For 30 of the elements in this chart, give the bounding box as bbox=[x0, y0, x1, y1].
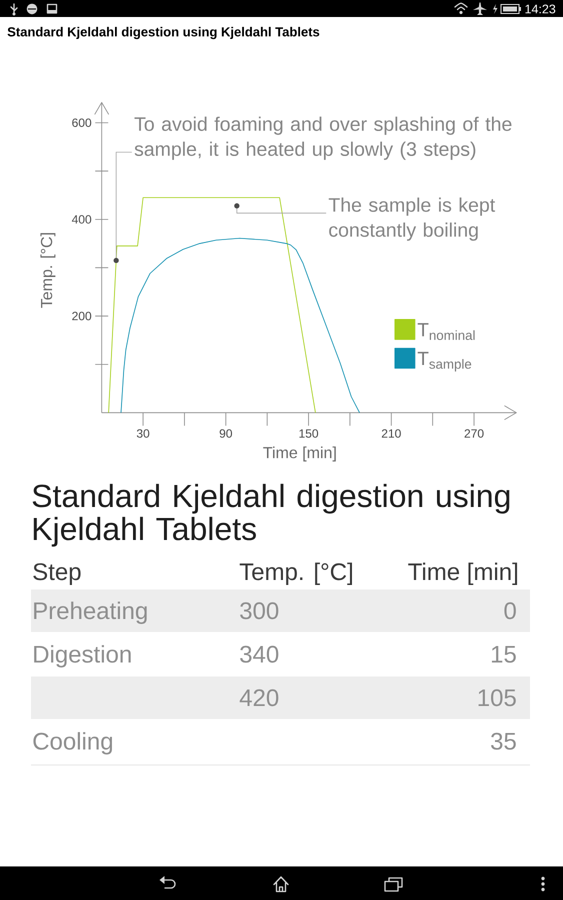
text: Standard Kjeldahl digestion using Kjeldahl Tablets bbox=[32, 484, 510, 547]
legend-label: T$_{nominal}$ bbox=[418, 323, 475, 340]
text: Digestion bbox=[34, 645, 131, 668]
legend-label: T$_{sample}$ bbox=[418, 352, 472, 372]
y-axis-title: Temp. [°C] bbox=[40, 233, 56, 308]
x-tick-label: 30 bbox=[136, 429, 150, 438]
data-label: 340 bbox=[240, 646, 278, 663]
x-tick-label: 150 bbox=[299, 429, 318, 438]
annotation: The sample is kept constantly boiling bbox=[328, 198, 496, 241]
legend-title: Step bbox=[33, 563, 81, 585]
chart-title: Standard Kjeldahl digestion using Kjeldahl Tablets bbox=[8, 26, 320, 40]
x-tick-label: 270 bbox=[464, 429, 484, 438]
series-label: Preheating bbox=[34, 602, 147, 624]
x-axis-title: Time [min] bbox=[263, 446, 336, 462]
data-label: 300 bbox=[240, 602, 278, 620]
data-label: 15 bbox=[492, 646, 516, 663]
y-tick-label: 200 bbox=[72, 312, 92, 320]
data-label: 35 bbox=[491, 732, 516, 750]
y-tick-label: 600 bbox=[72, 118, 92, 127]
y-tick-label: 400 bbox=[72, 215, 92, 224]
category-label: Time [min] bbox=[408, 562, 518, 585]
x-tick-label: 90 bbox=[220, 429, 232, 438]
data-label: 420 bbox=[240, 689, 278, 706]
category-label: Temp. [°C] bbox=[240, 562, 352, 585]
annotation: To avoid foaming and over splashing of the sample, it is heated up slowly (3 steps) bbox=[134, 116, 512, 160]
text: Cooling bbox=[33, 732, 112, 754]
x-tick-label: 210 bbox=[382, 429, 401, 438]
data-label: 0 bbox=[504, 602, 516, 620]
text: 14:23 bbox=[525, 4, 556, 14]
data-label: 105 bbox=[478, 689, 516, 706]
